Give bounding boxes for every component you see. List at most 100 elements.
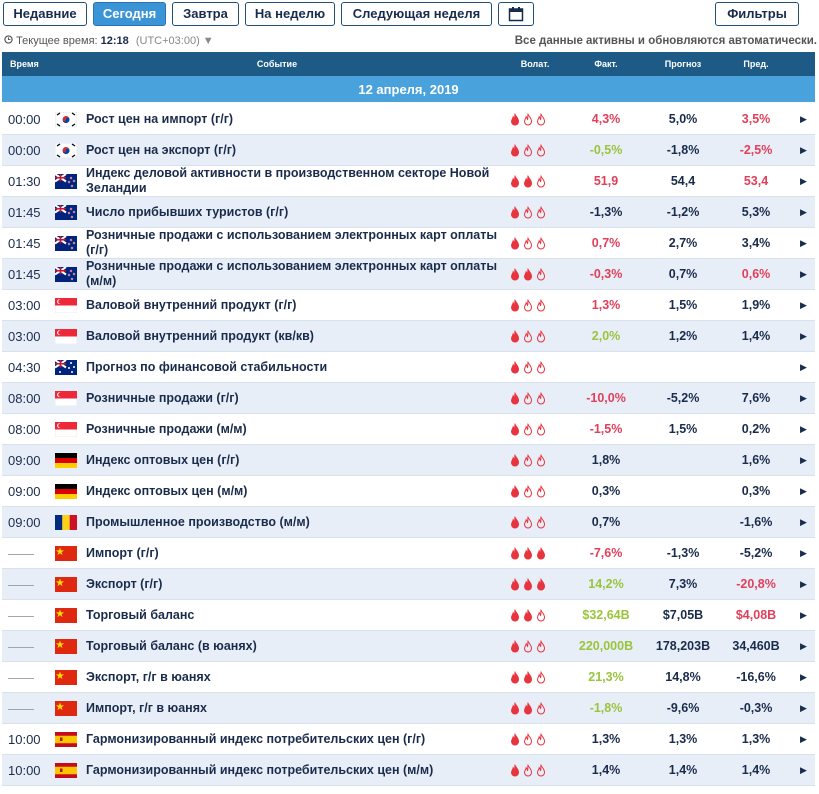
calendar-button[interactable]	[498, 2, 534, 26]
details-arrow[interactable]: ▶	[792, 382, 816, 414]
event-time: 08:00	[2, 382, 50, 414]
event-previous: -1,6%	[720, 506, 793, 538]
details-arrow[interactable]: ▶	[792, 351, 816, 383]
country-flag	[55, 328, 77, 344]
tab[interactable]: Следующая неделя	[341, 2, 492, 26]
event-forecast	[646, 506, 721, 538]
volatility-cell	[504, 537, 567, 569]
event-name: Прогноз по финансовой стабильности	[86, 351, 505, 383]
details-arrow[interactable]: ▶	[792, 568, 816, 600]
volatility	[511, 422, 546, 436]
details-arrow[interactable]: ▶	[792, 444, 816, 476]
country-flag	[55, 514, 77, 530]
flame-empty	[524, 422, 533, 436]
volatility-cell	[504, 475, 567, 507]
event-time: 10:00	[2, 754, 50, 786]
details-arrow[interactable]: ▶	[792, 506, 816, 538]
flame-filled	[537, 577, 546, 591]
details-arrow[interactable]: ▶	[792, 165, 816, 197]
details-arrow[interactable]: ▶	[792, 413, 816, 445]
tab[interactable]: На неделю	[245, 2, 335, 26]
event-previous: 1,6%	[720, 444, 793, 476]
filters-button[interactable]: Фильтры	[715, 2, 799, 26]
event-row: 09:00 Индекс оптовых цен (г/г) 1,8% 1,6% ▶	[2, 444, 816, 476]
event-actual: 14,2%	[566, 568, 647, 600]
event-name: Экспорт, г/г в юанях	[86, 661, 505, 693]
timezone[interactable]: (UTC+03:00)	[135, 35, 200, 47]
volatility	[511, 577, 546, 591]
event-time: 01:30	[2, 165, 50, 197]
flag-star	[56, 609, 64, 617]
flag-trigram	[56, 142, 76, 158]
flame-filled	[511, 515, 520, 529]
flame-filled	[524, 701, 533, 715]
flame-empty	[537, 639, 546, 653]
flame-filled	[524, 608, 533, 622]
event-actual: 1,3%	[566, 723, 647, 755]
flame-filled	[511, 608, 520, 622]
event-name: Розничные продажи (м/м)	[86, 413, 505, 445]
flame-empty	[537, 329, 546, 343]
event-name: Гармонизированный индекс потребительских…	[86, 723, 505, 755]
country-flag	[55, 452, 77, 468]
details-arrow[interactable]: ▶	[792, 723, 816, 755]
flame-filled	[511, 422, 520, 436]
flag-stripe	[55, 514, 63, 530]
tab-active[interactable]: Сегодня	[93, 2, 166, 26]
country-flag	[55, 421, 77, 437]
flag-emblem	[60, 737, 63, 741]
volatility	[511, 143, 546, 157]
details-arrow[interactable]: ▶	[792, 134, 816, 166]
event-forecast: -1,3%	[646, 537, 721, 569]
flag-cell	[50, 382, 86, 414]
flame-filled	[511, 329, 520, 343]
event-row: 01:45 Число прибывших туристов (г/г) -1,3%…	[2, 196, 816, 228]
event-actual: -0,5%	[566, 134, 647, 166]
details-arrow[interactable]: ▶	[792, 630, 816, 662]
flame-filled	[511, 236, 520, 250]
flag-star	[56, 640, 64, 648]
event-actual: 51,9	[566, 165, 647, 197]
flame-empty	[524, 515, 533, 529]
tab[interactable]: Завтра	[172, 2, 239, 26]
volatility	[511, 732, 546, 746]
flag-star	[72, 179, 76, 182]
event-row: 00:00 Рост цен на экспорт (г/г) -0,5% -1,8%…	[2, 134, 816, 166]
event-previous: -0,3%	[720, 692, 793, 724]
details-arrow[interactable]: ▶	[792, 320, 816, 352]
details-arrow[interactable]: ▶	[792, 258, 816, 290]
event-forecast: -1,2%	[646, 196, 721, 228]
event-time: ——	[2, 692, 50, 724]
flag-stripe	[55, 421, 77, 429]
flame-empty	[537, 732, 546, 746]
event-previous: 34,460B	[720, 630, 793, 662]
details-arrow[interactable]: ▶	[792, 692, 816, 724]
details-arrow[interactable]: ▶	[792, 537, 816, 569]
details-arrow[interactable]: ▶	[792, 599, 816, 631]
volatility-cell	[504, 103, 567, 135]
details-arrow[interactable]: ▶	[792, 289, 816, 321]
event-name: Торговый баланс	[86, 599, 505, 631]
details-arrow[interactable]: ▶	[792, 475, 816, 507]
header-row: Время Событие Волат. Факт. Прогноз Пред.	[2, 52, 816, 76]
flag-star	[56, 702, 64, 710]
event-row: 08:00 Розничные продажи (г/г) -10,0% -5,2% 7…	[2, 382, 816, 414]
details-arrow[interactable]: ▶	[792, 227, 816, 259]
event-time: ——	[2, 599, 50, 631]
flame-empty	[537, 205, 546, 219]
event-actual: 21,3%	[566, 661, 647, 693]
flag-cell	[50, 506, 86, 538]
timezone-caret[interactable]: ▼	[199, 35, 214, 47]
flame-empty	[537, 391, 546, 405]
event-forecast: -9,6%	[646, 692, 721, 724]
details-arrow[interactable]: ▶	[792, 754, 816, 786]
details-arrow[interactable]: ▶	[792, 661, 816, 693]
status-note: Все данные активны и обновляются автомат…	[514, 35, 817, 47]
details-arrow[interactable]: ▶	[792, 196, 816, 228]
details-arrow[interactable]: ▶	[792, 103, 816, 135]
country-flag	[55, 545, 77, 561]
tab[interactable]: Недавние	[3, 2, 87, 26]
date-cell: 12 апреля, 2019	[2, 76, 816, 104]
event-name: Экспорт (г/г)	[86, 568, 505, 600]
flame-empty	[524, 298, 533, 312]
